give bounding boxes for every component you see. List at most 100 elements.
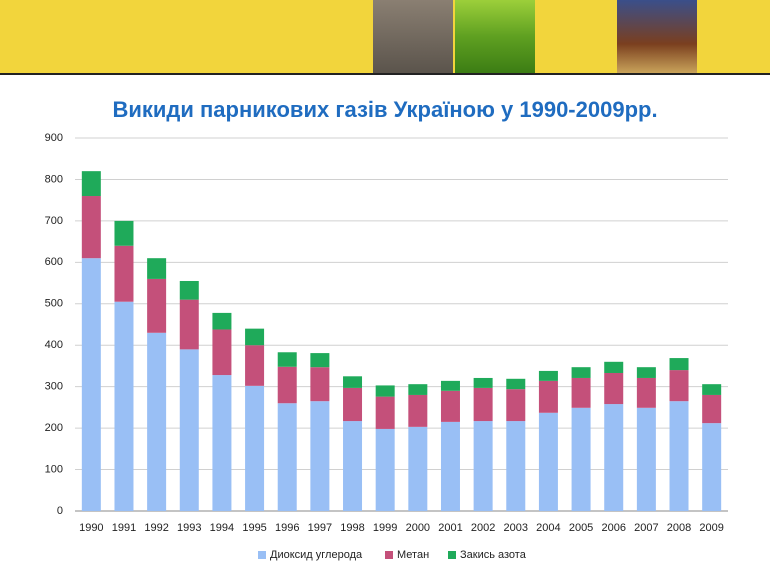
x-tick-label: 2009 [699,522,723,534]
bar-segment [277,352,297,367]
bar-segment [212,375,232,511]
legend-label: Диоксид углерода [270,549,363,561]
header-photo [617,0,697,73]
bar-segment [212,312,232,330]
bar-segment [375,396,395,429]
y-tick-label: 500 [45,298,63,310]
bar-segment [81,196,101,259]
bar-segment [440,421,460,511]
chart-title: Викиди парникових газів Україною у 1990-… [112,97,657,122]
bar-segment [604,372,624,405]
bar-segment [81,258,101,511]
bar-segment [473,377,493,388]
header-photo [373,0,453,73]
bar-segment [440,390,460,422]
legend-label: Метан [397,549,429,561]
bar-segment [114,301,134,511]
x-tick-label: 2005 [569,522,593,534]
y-tick-label: 600 [45,256,63,268]
bar-segment [604,404,624,511]
bar-segment [179,299,199,350]
y-tick-label: 200 [45,422,63,434]
legend-swatch [448,551,456,559]
bar-segment [310,401,330,511]
bar-segment [310,353,330,368]
x-tick-label: 1997 [308,522,332,534]
y-tick-label: 900 [45,132,63,144]
y-tick-label: 0 [57,505,63,517]
bar-segment [114,245,134,302]
x-tick-label: 2002 [471,522,495,534]
x-tick-label: 2004 [536,522,560,534]
x-tick-label: 1992 [144,522,168,534]
x-tick-label: 2007 [634,522,658,534]
bar-segment [245,345,265,386]
bar-segment [147,258,167,279]
bar-segment [538,370,558,381]
bar-segment [702,384,722,395]
legend-swatch [258,551,266,559]
bar-segment [538,412,558,511]
bar-segment [277,403,297,511]
x-tick-label: 2000 [406,522,430,534]
bar-segment [147,332,167,511]
bar-segment [212,329,232,376]
bar-segment [538,380,558,413]
bar-segment [408,394,428,427]
bar-segment [375,385,395,397]
bar-segment [375,428,395,511]
bar-segment [473,421,493,511]
y-tick-label: 800 [45,173,63,185]
x-tick-label: 1999 [373,522,397,534]
bar-segment [343,421,363,511]
y-tick-label: 100 [45,463,63,475]
bar-segment [147,278,167,333]
bar-segment [669,358,689,371]
bar-segment [506,378,526,390]
bar-segment [179,280,199,300]
bar-segment [343,387,363,422]
legend-label: Закись азота [460,549,527,561]
bar-segment [343,376,363,388]
bar-segment [245,385,265,511]
bar-segment [277,366,297,404]
bar-segment [245,328,265,346]
bar-segment [669,401,689,511]
x-tick-label: 1990 [79,522,103,534]
bar-segment [571,407,591,511]
x-tick-label: 2008 [667,522,691,534]
x-tick-label: 1995 [242,522,266,534]
legend-swatch [385,551,393,559]
bar-segment [310,367,330,402]
x-tick-label: 2001 [438,522,462,534]
x-tick-label: 1991 [112,522,136,534]
y-tick-label: 400 [45,339,63,351]
bar-segment [506,421,526,511]
bar-segment [636,407,656,511]
y-tick-label: 300 [45,381,63,393]
x-tick-label: 1998 [340,522,364,534]
bar-segment [636,377,656,408]
header-photo [455,0,535,73]
bar-segment [473,387,493,422]
bar-segment [408,426,428,511]
plot: 0 100 200 300 400 500 600 700 800 900 1990 1991 1992… [45,132,728,561]
bar-segment [702,394,722,424]
bar-segment [702,423,722,511]
bar-segment [506,389,526,422]
x-tick-label: 2006 [601,522,625,534]
bar-segment [604,361,624,373]
bar-segment [114,220,134,246]
x-tick-label: 2003 [504,522,528,534]
x-tick-label: 1993 [177,522,201,534]
x-tick-label: 1994 [210,522,234,534]
bar-segment [636,367,656,378]
y-tick-label: 700 [45,215,63,227]
bar-segment [81,171,101,197]
bar-segment [440,380,460,391]
x-tick-label: 1996 [275,522,299,534]
bar-segment [408,384,428,395]
bar-segment [179,349,199,511]
bar-segment [669,370,689,402]
